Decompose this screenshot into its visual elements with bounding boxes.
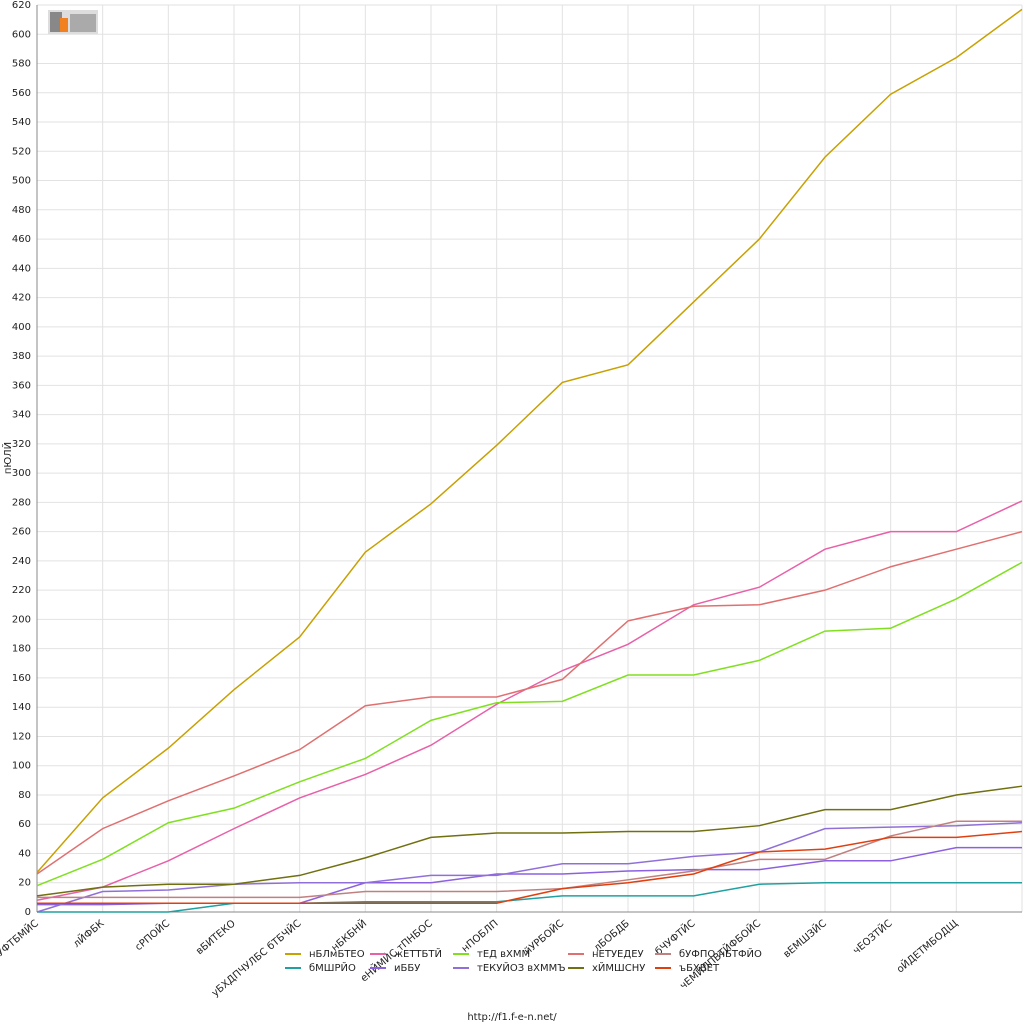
x-tick-label: лЙФБК [70,917,106,950]
x-tick-label: чЕОЗТЙС [850,917,894,957]
y-tick-label: 300 [12,468,31,479]
series-line [37,830,1023,904]
y-tick-label: 60 [18,819,31,830]
y-tick-label: 380 [12,351,31,362]
y-tick-label: 360 [12,380,31,391]
y-tick-label: 440 [12,263,31,274]
series-line [36,530,1023,875]
legend-label: нЕТУЕДЕУ [592,949,644,960]
y-axis-label: пЮЛЙ [1,442,14,474]
y-tick-label: 120 [12,731,31,742]
y-tick-label: 460 [12,234,31,245]
y-tick-label: 520 [12,146,31,157]
y-tick-label: 280 [12,497,31,508]
y-tick-label: 200 [12,614,31,625]
legend-label: бМШРЙО [309,961,356,974]
legend-label: иББУ [394,963,420,974]
series-line [36,822,1023,913]
y-tick-label: 240 [12,556,31,567]
legend-label: хЙМШСНУ [592,961,645,974]
y-tick-label: 160 [12,673,31,684]
x-tick-label: оЙДЕТМБОДЩ [894,917,961,976]
y-tick-label: 0 [25,907,31,918]
legend-label: ъБХВЕТ [679,963,720,974]
y-tick-label: 20 [18,878,31,889]
legend-label: жЕТТБТЙ [394,947,442,960]
legend-label: тЕД вХММ [477,949,530,960]
series-line [36,561,1023,887]
y-tick-label: 540 [12,117,31,128]
y-tick-label: 260 [12,527,31,538]
y-tick-label: 140 [12,702,31,713]
y-tick-label: 340 [12,410,31,421]
x-tick-label: вЕМШЗЙС [780,917,829,961]
y-tick-label: 600 [12,29,31,40]
y-tick-label: 80 [18,790,31,801]
y-tick-label: 420 [12,293,31,304]
y-tick-label: 560 [12,88,31,99]
x-tick-label: вБИТЕКО [194,918,238,957]
series-line [37,820,1022,899]
x-tick-label: бЧУФТБМЙС [0,917,41,968]
y-tick-label: 480 [12,205,31,216]
y-tick-label: 580 [12,59,31,70]
series-line [37,881,1022,913]
y-tick-label: 620 [12,0,31,11]
y-tick-label: 500 [12,176,31,187]
legend-label: тЕКУЙОЗ вХММЪ [477,961,566,974]
footer: http://f1.f-e-n.net/ [467,1012,557,1023]
legend-label: нБЛмБТЕО [309,949,365,960]
y-tick-label: 100 [12,761,31,772]
series-line [36,785,1023,897]
legend-label: бУФПО нБТФЙО [679,947,762,960]
y-tick-label: 220 [12,585,31,596]
y-tick-label: 40 [18,848,31,859]
x-tick-label: сРПОЙС [132,917,172,954]
y-tick-label: 180 [12,644,31,655]
y-tick-label: 320 [12,439,31,450]
logo [48,10,98,34]
y-tick-label: 400 [12,322,31,333]
series-line [36,8,1023,873]
